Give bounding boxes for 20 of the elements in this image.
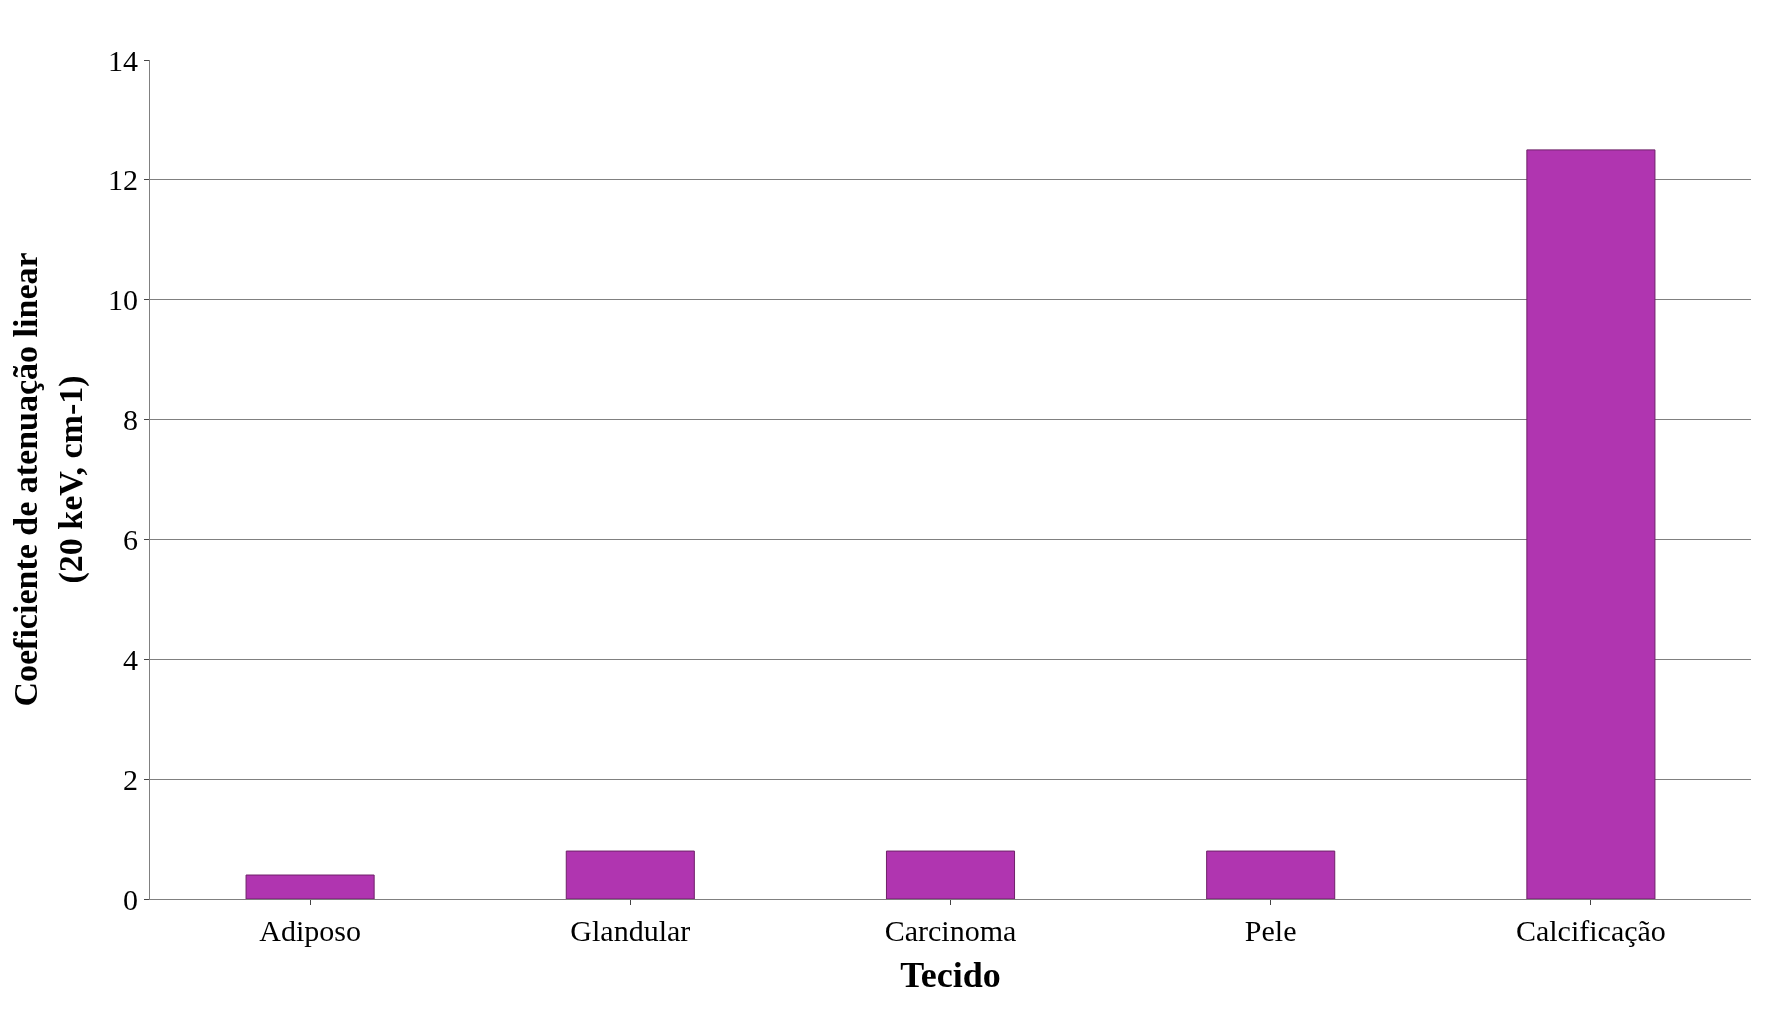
bar: [565, 850, 695, 899]
bar: [1206, 850, 1336, 899]
y-tick-label: 12: [108, 163, 138, 197]
x-tick-label: Glandular: [570, 914, 691, 947]
y-tick-label: 8: [123, 403, 138, 437]
y-tick-label: 4: [123, 642, 138, 676]
y-tick-label: 14: [108, 43, 138, 77]
x-axis-title: Tecido: [900, 954, 1001, 995]
y-tick-label: 6: [123, 522, 138, 556]
x-tick-label: Calcificação: [1515, 914, 1666, 947]
y-tick-label: 0: [123, 882, 138, 916]
x-tick-label: Carcinoma: [884, 914, 1017, 947]
y-axis-title: Coeficiente de atenuação linear (20 keV, cm-1): [7, 252, 90, 707]
bar: [245, 874, 375, 899]
bar: [1526, 149, 1656, 899]
y-tick-label: 10: [108, 283, 138, 317]
x-tick-label: Adiposo: [259, 914, 361, 947]
y-tick-label: 2: [123, 762, 138, 796]
bar: [885, 850, 1016, 899]
x-tick-label: Pele: [1244, 914, 1297, 947]
